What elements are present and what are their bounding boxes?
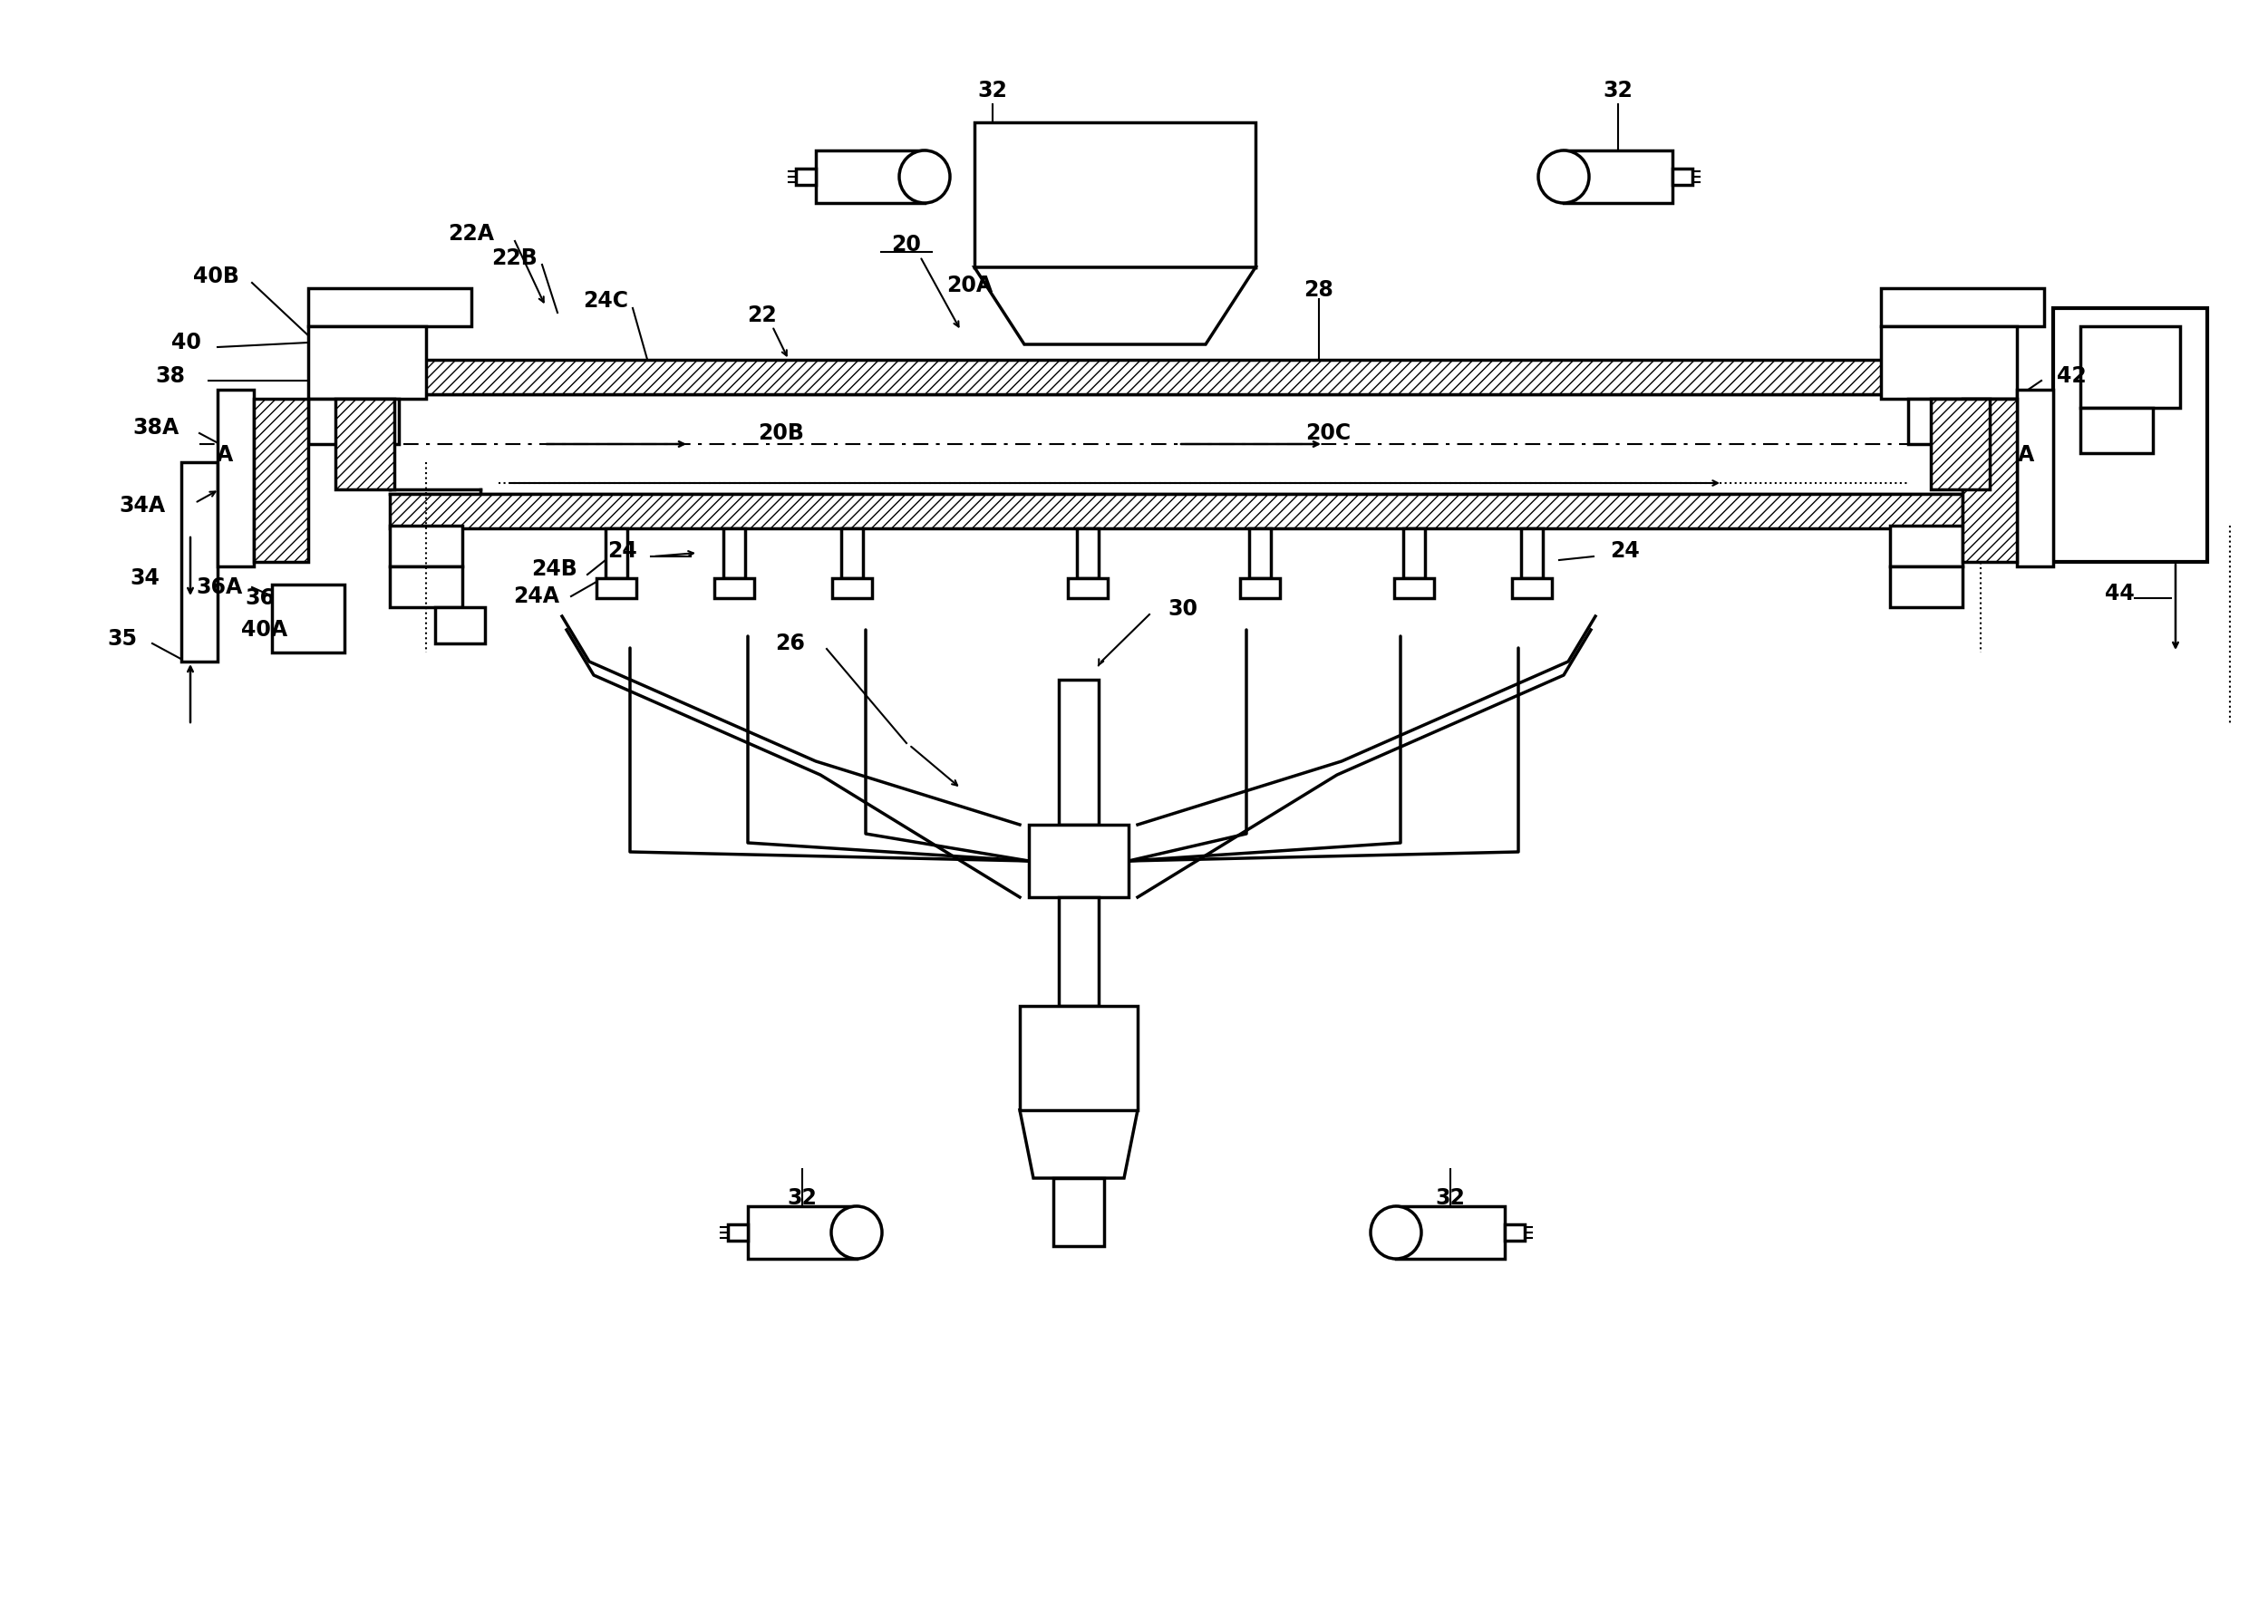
Bar <box>308 287 472 326</box>
Text: 38: 38 <box>156 365 186 387</box>
Bar <box>1404 528 1424 578</box>
Bar <box>1930 400 1989 489</box>
Bar <box>596 578 637 598</box>
Bar <box>2080 408 2152 453</box>
Bar <box>308 326 426 400</box>
Bar <box>1241 578 1279 598</box>
Text: 40: 40 <box>170 331 202 354</box>
Bar <box>390 361 1962 395</box>
Bar <box>2080 326 2180 408</box>
Bar <box>748 1207 857 1259</box>
Bar <box>1397 1207 1504 1259</box>
Bar <box>272 585 345 653</box>
Text: 24B: 24B <box>531 559 578 580</box>
Text: A: A <box>215 443 234 466</box>
Bar <box>1250 528 1270 578</box>
Bar <box>390 494 1962 528</box>
Text: 32: 32 <box>787 1187 816 1208</box>
Bar <box>1059 896 1098 1005</box>
Ellipse shape <box>1538 151 1590 203</box>
Text: 42: 42 <box>2057 365 2087 387</box>
Text: 38A: 38A <box>134 417 179 438</box>
Bar <box>308 400 399 443</box>
Text: A: A <box>2019 443 2034 466</box>
Bar <box>1021 1005 1139 1111</box>
Text: 20A: 20A <box>946 274 993 296</box>
Text: 34: 34 <box>129 567 161 590</box>
Bar <box>1522 528 1542 578</box>
Text: 30: 30 <box>1168 598 1198 620</box>
Bar <box>728 1224 748 1241</box>
Text: 20B: 20B <box>758 422 805 443</box>
Bar <box>1889 526 1962 567</box>
Bar <box>1563 151 1672 203</box>
Bar <box>1030 825 1129 896</box>
Text: 35: 35 <box>107 628 138 650</box>
Text: 32: 32 <box>978 80 1007 101</box>
Text: 32: 32 <box>1603 80 1633 101</box>
Bar <box>714 578 755 598</box>
Bar <box>1962 400 2016 562</box>
Ellipse shape <box>832 1207 882 1259</box>
Text: 34A: 34A <box>120 495 166 516</box>
Bar <box>1068 578 1107 598</box>
Text: 24C: 24C <box>583 291 628 312</box>
Bar <box>841 528 862 578</box>
Text: 36: 36 <box>245 588 274 609</box>
Bar <box>1504 1224 1524 1241</box>
Ellipse shape <box>1370 1207 1422 1259</box>
Bar <box>1513 578 1551 598</box>
Text: 20C: 20C <box>1306 422 1352 443</box>
Bar <box>1880 326 2016 400</box>
Text: 26: 26 <box>776 633 805 654</box>
Text: 20: 20 <box>891 234 921 255</box>
Text: 28: 28 <box>1304 279 1334 300</box>
Bar <box>435 607 485 643</box>
Text: 22A: 22A <box>449 222 494 245</box>
Bar <box>1077 528 1098 578</box>
Bar <box>723 528 746 578</box>
Bar <box>975 122 1256 268</box>
Text: 24A: 24A <box>513 585 560 607</box>
Ellipse shape <box>898 151 950 203</box>
Text: 40B: 40B <box>193 266 238 287</box>
Bar <box>1889 567 1962 607</box>
Bar <box>1059 680 1098 825</box>
Polygon shape <box>1021 1111 1139 1177</box>
Bar <box>1880 287 2043 326</box>
Bar <box>218 390 254 567</box>
Bar <box>390 567 463 607</box>
Polygon shape <box>975 268 1256 344</box>
Bar <box>2053 309 2207 562</box>
Text: 44: 44 <box>2105 583 2134 604</box>
Bar <box>1907 400 2016 443</box>
Bar <box>1052 1177 1105 1246</box>
Text: 40A: 40A <box>240 619 288 641</box>
Bar <box>390 526 463 567</box>
Bar <box>1395 578 1433 598</box>
Bar <box>1672 169 1692 185</box>
Text: 22: 22 <box>746 305 776 326</box>
Bar <box>606 528 628 578</box>
Bar <box>2016 390 2053 567</box>
Bar <box>336 400 395 489</box>
Text: 32: 32 <box>1436 1187 1465 1208</box>
Text: 22B: 22B <box>492 247 538 270</box>
Bar <box>796 169 816 185</box>
Text: 24: 24 <box>608 541 637 562</box>
Bar <box>816 151 925 203</box>
Text: 24: 24 <box>1610 541 1640 562</box>
Bar <box>832 578 871 598</box>
Bar <box>254 400 308 562</box>
Bar <box>181 463 218 661</box>
Text: 36A: 36A <box>195 577 243 598</box>
